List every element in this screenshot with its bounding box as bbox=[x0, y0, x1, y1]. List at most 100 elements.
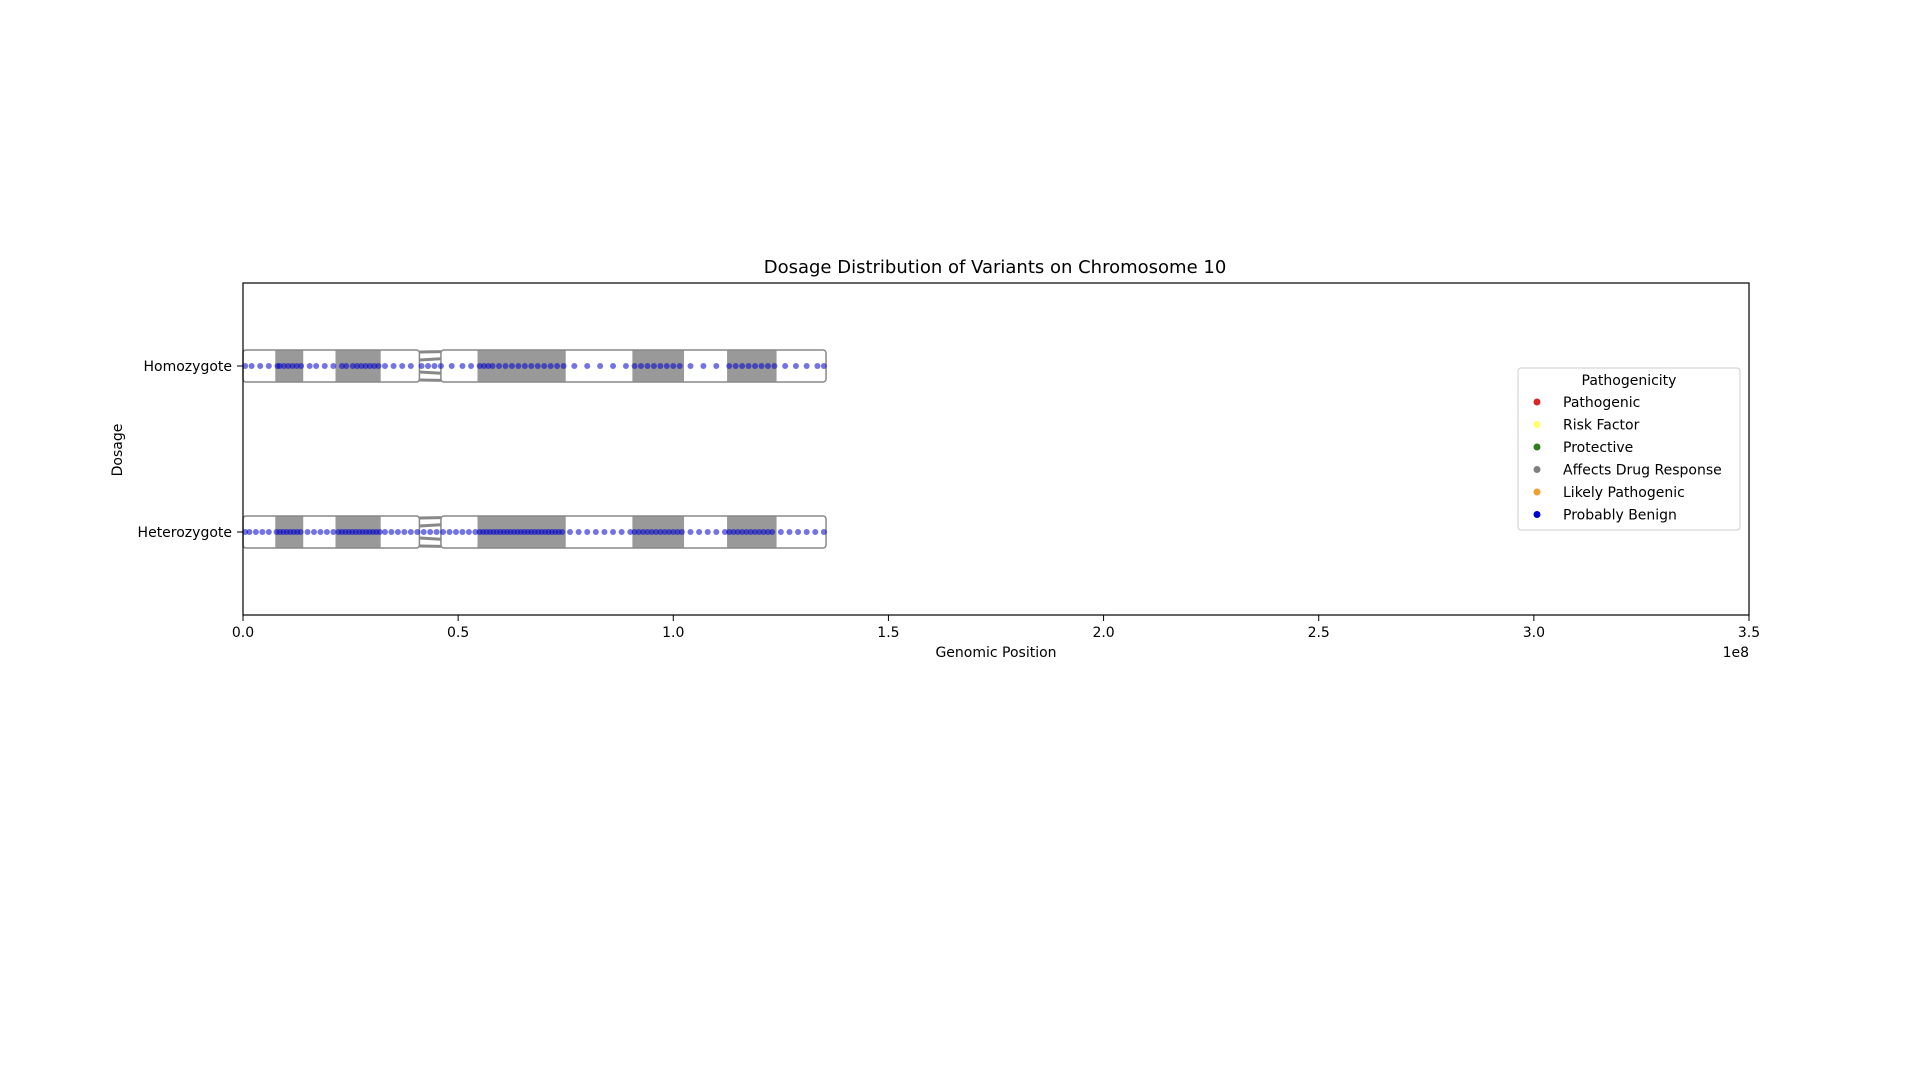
data-point bbox=[257, 363, 264, 369]
centromere-line bbox=[419, 536, 442, 541]
data-point bbox=[739, 363, 746, 369]
data-point bbox=[756, 529, 763, 535]
data-point bbox=[648, 529, 655, 535]
data-point bbox=[343, 363, 350, 369]
data-point bbox=[313, 363, 320, 369]
centromere-line bbox=[419, 523, 442, 528]
data-point bbox=[734, 529, 741, 535]
data-point bbox=[459, 529, 466, 535]
data-point bbox=[635, 529, 642, 535]
data-point bbox=[390, 363, 397, 369]
x-offset-label: 1e8 bbox=[1723, 645, 1749, 661]
data-point bbox=[670, 529, 677, 535]
data-point bbox=[674, 529, 681, 535]
data-point bbox=[812, 529, 819, 535]
data-point bbox=[297, 529, 304, 535]
data-point bbox=[440, 529, 447, 535]
data-point bbox=[528, 363, 535, 369]
data-point bbox=[777, 529, 784, 535]
legend-marker bbox=[1533, 421, 1541, 428]
chromosome-ideogram bbox=[242, 349, 827, 383]
data-point bbox=[259, 529, 266, 535]
data-point bbox=[485, 363, 492, 369]
data-point bbox=[700, 363, 707, 369]
data-point bbox=[252, 529, 259, 535]
data-point bbox=[584, 529, 591, 535]
data-point bbox=[592, 529, 599, 535]
data-point bbox=[242, 363, 249, 369]
data-point bbox=[726, 363, 733, 369]
data-point bbox=[437, 363, 444, 369]
legend-marker bbox=[1533, 443, 1541, 451]
data-point bbox=[792, 363, 799, 369]
y-tick-label: Homozygote bbox=[144, 359, 232, 375]
legend-label: Protective bbox=[1563, 440, 1633, 456]
data-point bbox=[584, 363, 591, 369]
x-tick-label: 1.0 bbox=[662, 625, 684, 641]
data-point bbox=[407, 529, 414, 535]
data-point bbox=[280, 363, 287, 369]
data-point bbox=[401, 529, 408, 535]
axes-frame bbox=[242, 282, 1750, 616]
data-point bbox=[782, 363, 789, 369]
legend-marker bbox=[1533, 398, 1541, 406]
data-point bbox=[657, 529, 664, 535]
x-tick-label: 3.0 bbox=[1523, 625, 1545, 641]
legend-marker bbox=[1533, 466, 1541, 473]
data-point bbox=[676, 363, 683, 369]
data-point bbox=[786, 529, 793, 535]
data-point bbox=[246, 529, 253, 535]
data-point bbox=[298, 363, 305, 369]
centromere-line bbox=[419, 370, 442, 375]
data-point bbox=[541, 363, 548, 369]
data-point bbox=[366, 363, 373, 369]
data-point bbox=[317, 529, 324, 535]
data-point bbox=[704, 529, 711, 535]
data-point bbox=[721, 529, 728, 535]
data-point bbox=[663, 363, 670, 369]
data-point bbox=[489, 363, 496, 369]
data-point bbox=[644, 529, 651, 535]
data-point bbox=[521, 363, 528, 369]
data-point bbox=[248, 363, 255, 369]
data-point bbox=[371, 363, 378, 369]
data-point bbox=[414, 529, 421, 535]
data-point bbox=[381, 363, 388, 369]
data-point bbox=[726, 529, 733, 535]
data-point bbox=[687, 529, 694, 535]
data-point bbox=[631, 363, 638, 369]
data-point bbox=[508, 363, 515, 369]
data-point bbox=[653, 529, 660, 535]
data-point bbox=[627, 529, 634, 535]
data-point bbox=[476, 363, 483, 369]
data-point bbox=[618, 529, 625, 535]
y-axis-label: Dosage bbox=[110, 424, 126, 477]
data-point bbox=[622, 363, 629, 369]
data-point bbox=[289, 363, 296, 369]
data-point bbox=[713, 363, 720, 369]
data-point bbox=[820, 363, 827, 369]
data-point bbox=[730, 529, 737, 535]
legend-entries: Pathogenic Risk Factor Protective Affects D… bbox=[1533, 395, 1722, 524]
legend-label: Affects Drug Response bbox=[1563, 463, 1722, 479]
y-tick-label: Heterozygote bbox=[138, 525, 232, 541]
data-point bbox=[696, 529, 703, 535]
data-point bbox=[338, 363, 345, 369]
data-point bbox=[293, 363, 300, 369]
data-point bbox=[758, 363, 765, 369]
x-axis-ticks: 0.0 0.5 1.0 1.5 2.0 2.5 3.0 3.5 bbox=[232, 615, 1760, 641]
data-point bbox=[631, 529, 638, 535]
chart-title: Dosage Distribution of Variants on Chrom… bbox=[764, 257, 1227, 278]
data-point bbox=[468, 363, 475, 369]
data-point bbox=[354, 363, 361, 369]
data-point bbox=[752, 529, 759, 535]
x-tick-label: 1.5 bbox=[877, 625, 899, 641]
data-point bbox=[795, 529, 802, 535]
data-point bbox=[285, 363, 292, 369]
data-point bbox=[265, 529, 272, 535]
data-point bbox=[771, 363, 778, 369]
data-point bbox=[743, 529, 750, 535]
legend-label: Probably Benign bbox=[1563, 508, 1677, 524]
x-tick-label: 0.5 bbox=[447, 625, 469, 641]
